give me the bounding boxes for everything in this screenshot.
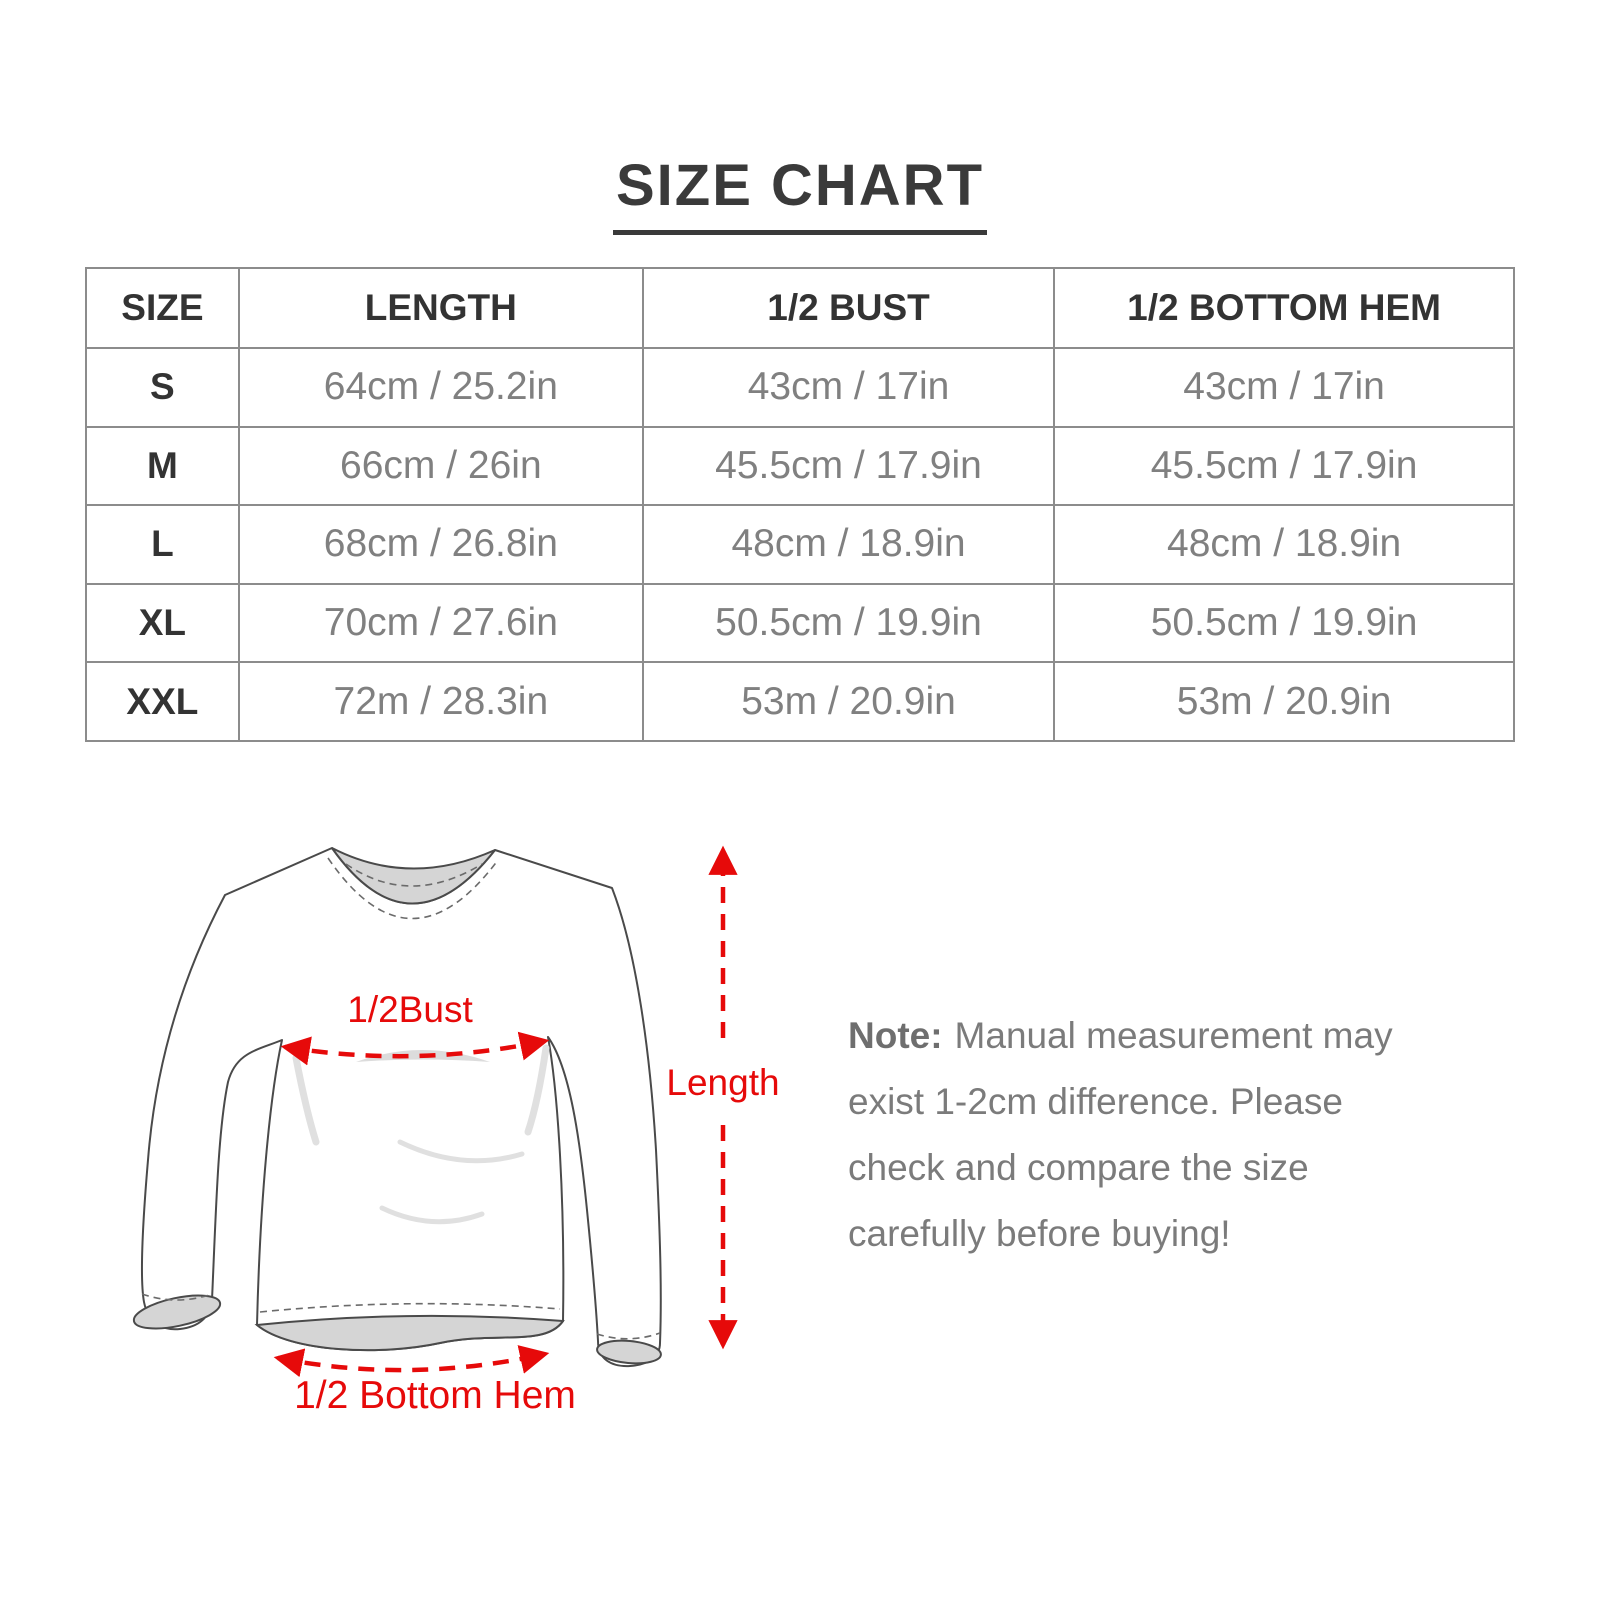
wrinkle-line — [292, 1054, 320, 1146]
length-cell: 66cm / 26in — [237, 425, 644, 507]
hem-cell: 45.5cm / 17.9in — [1053, 425, 1515, 507]
shirt-outline — [140, 847, 662, 1368]
note-line-2: exist 1-2cm difference. Please — [848, 1081, 1343, 1122]
bottom-hem-arrow — [273, 1345, 550, 1378]
bust-cell: 43cm / 17in — [641, 347, 1056, 428]
page-title-text: SIZE CHART — [613, 152, 987, 235]
note-text: Note: Manual measurement may exist 1-2cm … — [848, 1003, 1393, 1267]
bust-cell: 48cm / 18.9in — [641, 504, 1056, 585]
table-header-row: SIZE LENGTH 1/2 BUST 1/2 BOTTOM HEM — [85, 267, 1515, 349]
page-title: SIZE CHART — [0, 152, 1600, 235]
header-size: SIZE — [85, 267, 240, 349]
right-cuff-stitch — [596, 1332, 661, 1340]
hem-cell: 53m / 20.9in — [1053, 661, 1515, 742]
collar — [331, 847, 496, 905]
size-table: SIZE LENGTH 1/2 BUST 1/2 BOTTOM HEM S 64… — [85, 267, 1515, 742]
table-row: XL 70cm / 27.6in 50.5cm / 19.9in 50.5cm … — [85, 582, 1515, 664]
bottom-hem-band — [254, 1314, 565, 1352]
bust-cell: 50.5cm / 19.9in — [641, 582, 1056, 664]
collar-stitch — [345, 863, 483, 887]
header-half-bottom-hem: 1/2 BOTTOM HEM — [1053, 267, 1515, 349]
hem-cell: 43cm / 17in — [1053, 347, 1515, 428]
note-label: Note: — [848, 1015, 943, 1056]
hem-cell: 48cm / 18.9in — [1053, 504, 1515, 585]
wrinkle-line — [397, 1139, 525, 1164]
size-cell: M — [85, 425, 240, 507]
shirt-diagram: 1/2Bust Length 1/2 Bottom Hem — [132, 845, 780, 1417]
hem-cell: 50.5cm / 19.9in — [1053, 582, 1515, 664]
size-cell: XL — [85, 582, 240, 664]
table-row: S 64cm / 25.2in 43cm / 17in 43cm / 17in — [85, 347, 1515, 428]
note-line-4: carefully before buying! — [848, 1213, 1231, 1254]
hem-stitch — [259, 1302, 561, 1313]
left-cuff-stitch — [141, 1293, 213, 1301]
length-cell: 64cm / 25.2in — [237, 347, 644, 428]
bottom-hem-label: 1/2 Bottom Hem — [294, 1374, 576, 1417]
note-line-3: check and compare the size — [848, 1147, 1309, 1188]
size-cell: XXL — [85, 661, 240, 742]
neckband-stitch — [327, 857, 499, 920]
bust-cell: 53m / 20.9in — [641, 661, 1056, 742]
bust-arrow — [280, 1031, 550, 1066]
wrinkle-line — [379, 1205, 485, 1225]
length-label: Length — [666, 1062, 779, 1103]
header-half-bust: 1/2 BUST — [641, 267, 1056, 349]
table-row: M 66cm / 26in 45.5cm / 17.9in 45.5cm / 1… — [85, 425, 1515, 507]
length-cell: 72m / 28.3in — [237, 661, 644, 742]
bust-cell: 45.5cm / 17.9in — [641, 425, 1056, 507]
left-cuff — [132, 1294, 222, 1330]
note-line-1: Manual measurement may — [954, 1015, 1393, 1056]
length-cell: 68cm / 26.8in — [237, 504, 644, 585]
table-row: XXL 72m / 28.3in 53m / 20.9in 53m / 20.9… — [85, 661, 1515, 742]
table-row: L 68cm / 26.8in 48cm / 18.9in 48cm / 18.… — [85, 504, 1515, 585]
size-cell: L — [85, 504, 240, 585]
header-length: LENGTH — [237, 267, 644, 349]
bust-label: 1/2Bust — [347, 989, 473, 1030]
length-cell: 70cm / 27.6in — [237, 582, 644, 664]
right-cuff — [596, 1339, 662, 1365]
size-cell: S — [85, 347, 240, 428]
